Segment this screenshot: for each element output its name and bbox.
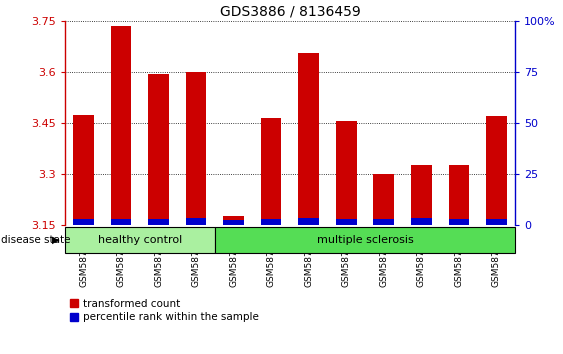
Bar [111,219,131,225]
Text: ▶: ▶ [52,235,60,245]
Bar [336,121,356,225]
Bar [148,219,169,225]
Bar [111,26,131,225]
Bar [298,53,319,225]
Bar [186,72,207,225]
Legend: transformed count, percentile rank within the sample: transformed count, percentile rank withi… [70,299,260,322]
Bar [411,165,432,225]
Text: disease state: disease state [1,235,70,245]
Bar [486,116,507,225]
Bar [73,219,94,225]
Bar [65,227,215,253]
Bar [298,218,319,225]
Bar [261,118,282,225]
Bar [186,218,207,225]
Bar [215,227,515,253]
Bar [224,220,244,225]
Bar [411,218,432,225]
Bar [449,219,469,225]
Bar [486,219,507,225]
Bar [373,219,394,225]
Text: multiple sclerosis: multiple sclerosis [316,235,413,245]
Bar [373,174,394,225]
Bar [449,165,469,225]
Text: healthy control: healthy control [98,235,182,245]
Bar [73,115,94,225]
Bar [336,219,356,225]
Bar [224,216,244,225]
Bar [148,74,169,225]
Title: GDS3886 / 8136459: GDS3886 / 8136459 [220,5,360,19]
Bar [261,219,282,225]
